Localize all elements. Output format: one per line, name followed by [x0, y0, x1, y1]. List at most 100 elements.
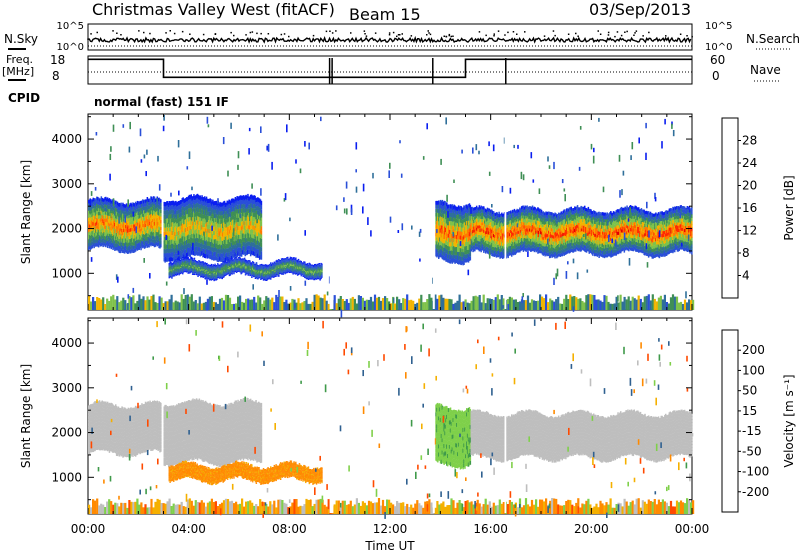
echo-cell	[217, 227, 219, 232]
echo-cell	[252, 208, 255, 213]
echo-cell	[119, 246, 121, 250]
echo-cell	[297, 263, 300, 265]
echo-cell	[226, 267, 229, 268]
echo-cell	[213, 265, 215, 267]
echo-cell	[213, 201, 215, 206]
echo-cell	[188, 262, 190, 264]
echo-cell	[270, 268, 272, 270]
echo-cell	[194, 243, 196, 248]
echo-cell	[245, 262, 248, 264]
nsky-point	[445, 35, 447, 38]
echo-cell	[300, 273, 302, 275]
echo-cell	[202, 214, 204, 219]
echo-cell	[272, 268, 275, 270]
echo-cell	[212, 229, 214, 234]
echo-cell	[220, 249, 222, 254]
echo-cell	[99, 201, 102, 206]
echo-cell	[193, 261, 196, 263]
echo-cell	[239, 247, 241, 253]
echo-cell	[106, 204, 109, 209]
echo-cell	[245, 272, 248, 274]
echo-cell	[206, 266, 208, 268]
echo-cell	[226, 264, 228, 266]
echo-cell	[244, 265, 247, 267]
echo-cell	[251, 265, 253, 267]
echo-cell	[121, 239, 123, 243]
echo-cell	[270, 266, 273, 267]
echo-cell	[203, 269, 205, 271]
echo-cell	[90, 209, 93, 214]
echo-cell	[102, 229, 104, 234]
echo-cell	[305, 266, 308, 268]
echo-cell	[244, 221, 246, 226]
echo-cell	[137, 246, 140, 250]
echo-cell	[103, 208, 105, 213]
echo-cell	[163, 253, 165, 258]
echo-cell	[279, 267, 282, 269]
echo-cell	[264, 264, 267, 266]
echo-cell	[280, 260, 283, 262]
echo-cell	[191, 265, 194, 267]
echo-cell	[204, 254, 207, 259]
echo-cell	[88, 207, 90, 211]
echo-cell	[304, 266, 306, 268]
echo-cell	[147, 236, 149, 241]
echo-cell	[245, 269, 248, 271]
echo-cell	[118, 242, 121, 246]
echo-cell	[100, 239, 103, 243]
echo-cell	[223, 218, 226, 223]
echo-cell	[270, 271, 272, 273]
echo-cell	[235, 270, 238, 272]
echo-cell	[252, 269, 254, 271]
echo-cell	[245, 246, 247, 251]
echo-cell	[217, 271, 219, 273]
echo-cell	[262, 278, 265, 280]
echo-cell	[96, 203, 98, 208]
echo-cell	[106, 232, 108, 236]
echo-cell	[109, 240, 112, 245]
echo-cell	[173, 269, 175, 271]
echo-cell	[247, 260, 249, 262]
echo-cell	[88, 214, 90, 218]
echo-cell	[252, 204, 255, 209]
echo-cell	[112, 207, 114, 212]
echo-cell	[113, 220, 115, 225]
echo-cell	[308, 269, 311, 272]
echo-cell	[100, 242, 103, 247]
echo-cell	[175, 217, 177, 223]
echo-cell	[203, 265, 205, 267]
echo-cell	[228, 266, 231, 268]
echo-cell	[173, 223, 175, 228]
echo-cell	[205, 213, 208, 219]
echo-cell	[103, 238, 105, 242]
echo-cell	[174, 227, 176, 232]
echo-cell	[224, 206, 227, 212]
echo-cell	[171, 275, 173, 277]
nsky-point	[607, 31, 610, 34]
echo-cell	[255, 215, 257, 220]
echo-cell	[150, 239, 152, 243]
echo-cell	[248, 249, 250, 255]
echo-cell	[170, 226, 173, 231]
echo-cell	[228, 252, 230, 257]
echo-cell	[290, 266, 293, 268]
echo-cell	[179, 200, 182, 205]
echo-cell	[216, 269, 218, 271]
echo-cell	[257, 272, 259, 274]
echo-cell	[196, 246, 199, 252]
echo-cell	[151, 238, 153, 242]
echo-cell	[214, 271, 216, 273]
echo-cell	[250, 268, 252, 270]
echo-cell	[252, 265, 254, 267]
echo-cell	[226, 261, 229, 263]
echo-cell	[145, 219, 148, 223]
echo-cell	[250, 211, 253, 216]
echo-cell	[143, 227, 146, 232]
echo-cell	[223, 200, 226, 206]
echo-cell	[256, 273, 258, 275]
echo-cell	[226, 269, 229, 271]
echo-cell	[293, 267, 295, 269]
echo-cell	[210, 224, 212, 230]
echo-cell	[168, 240, 170, 245]
echo-cell	[180, 270, 182, 271]
